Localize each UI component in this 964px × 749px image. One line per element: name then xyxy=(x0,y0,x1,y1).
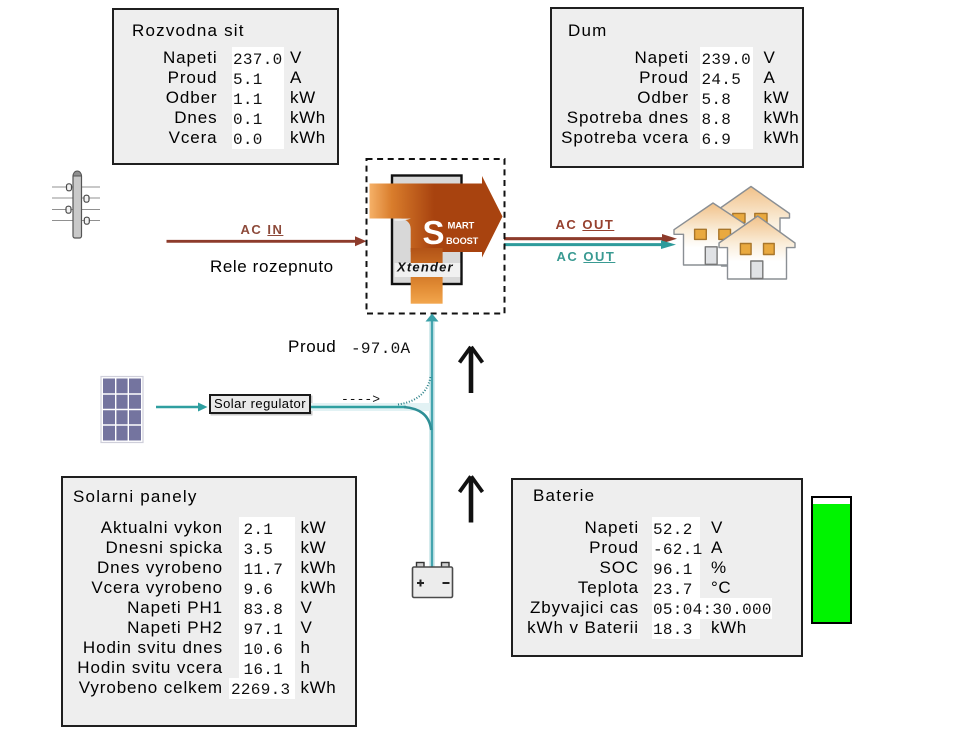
svg-text:S: S xyxy=(423,214,445,251)
svg-text:Xtender: Xtender xyxy=(396,260,454,275)
svg-text:BOOST: BOOST xyxy=(446,236,479,246)
svg-text:MART: MART xyxy=(448,221,475,232)
